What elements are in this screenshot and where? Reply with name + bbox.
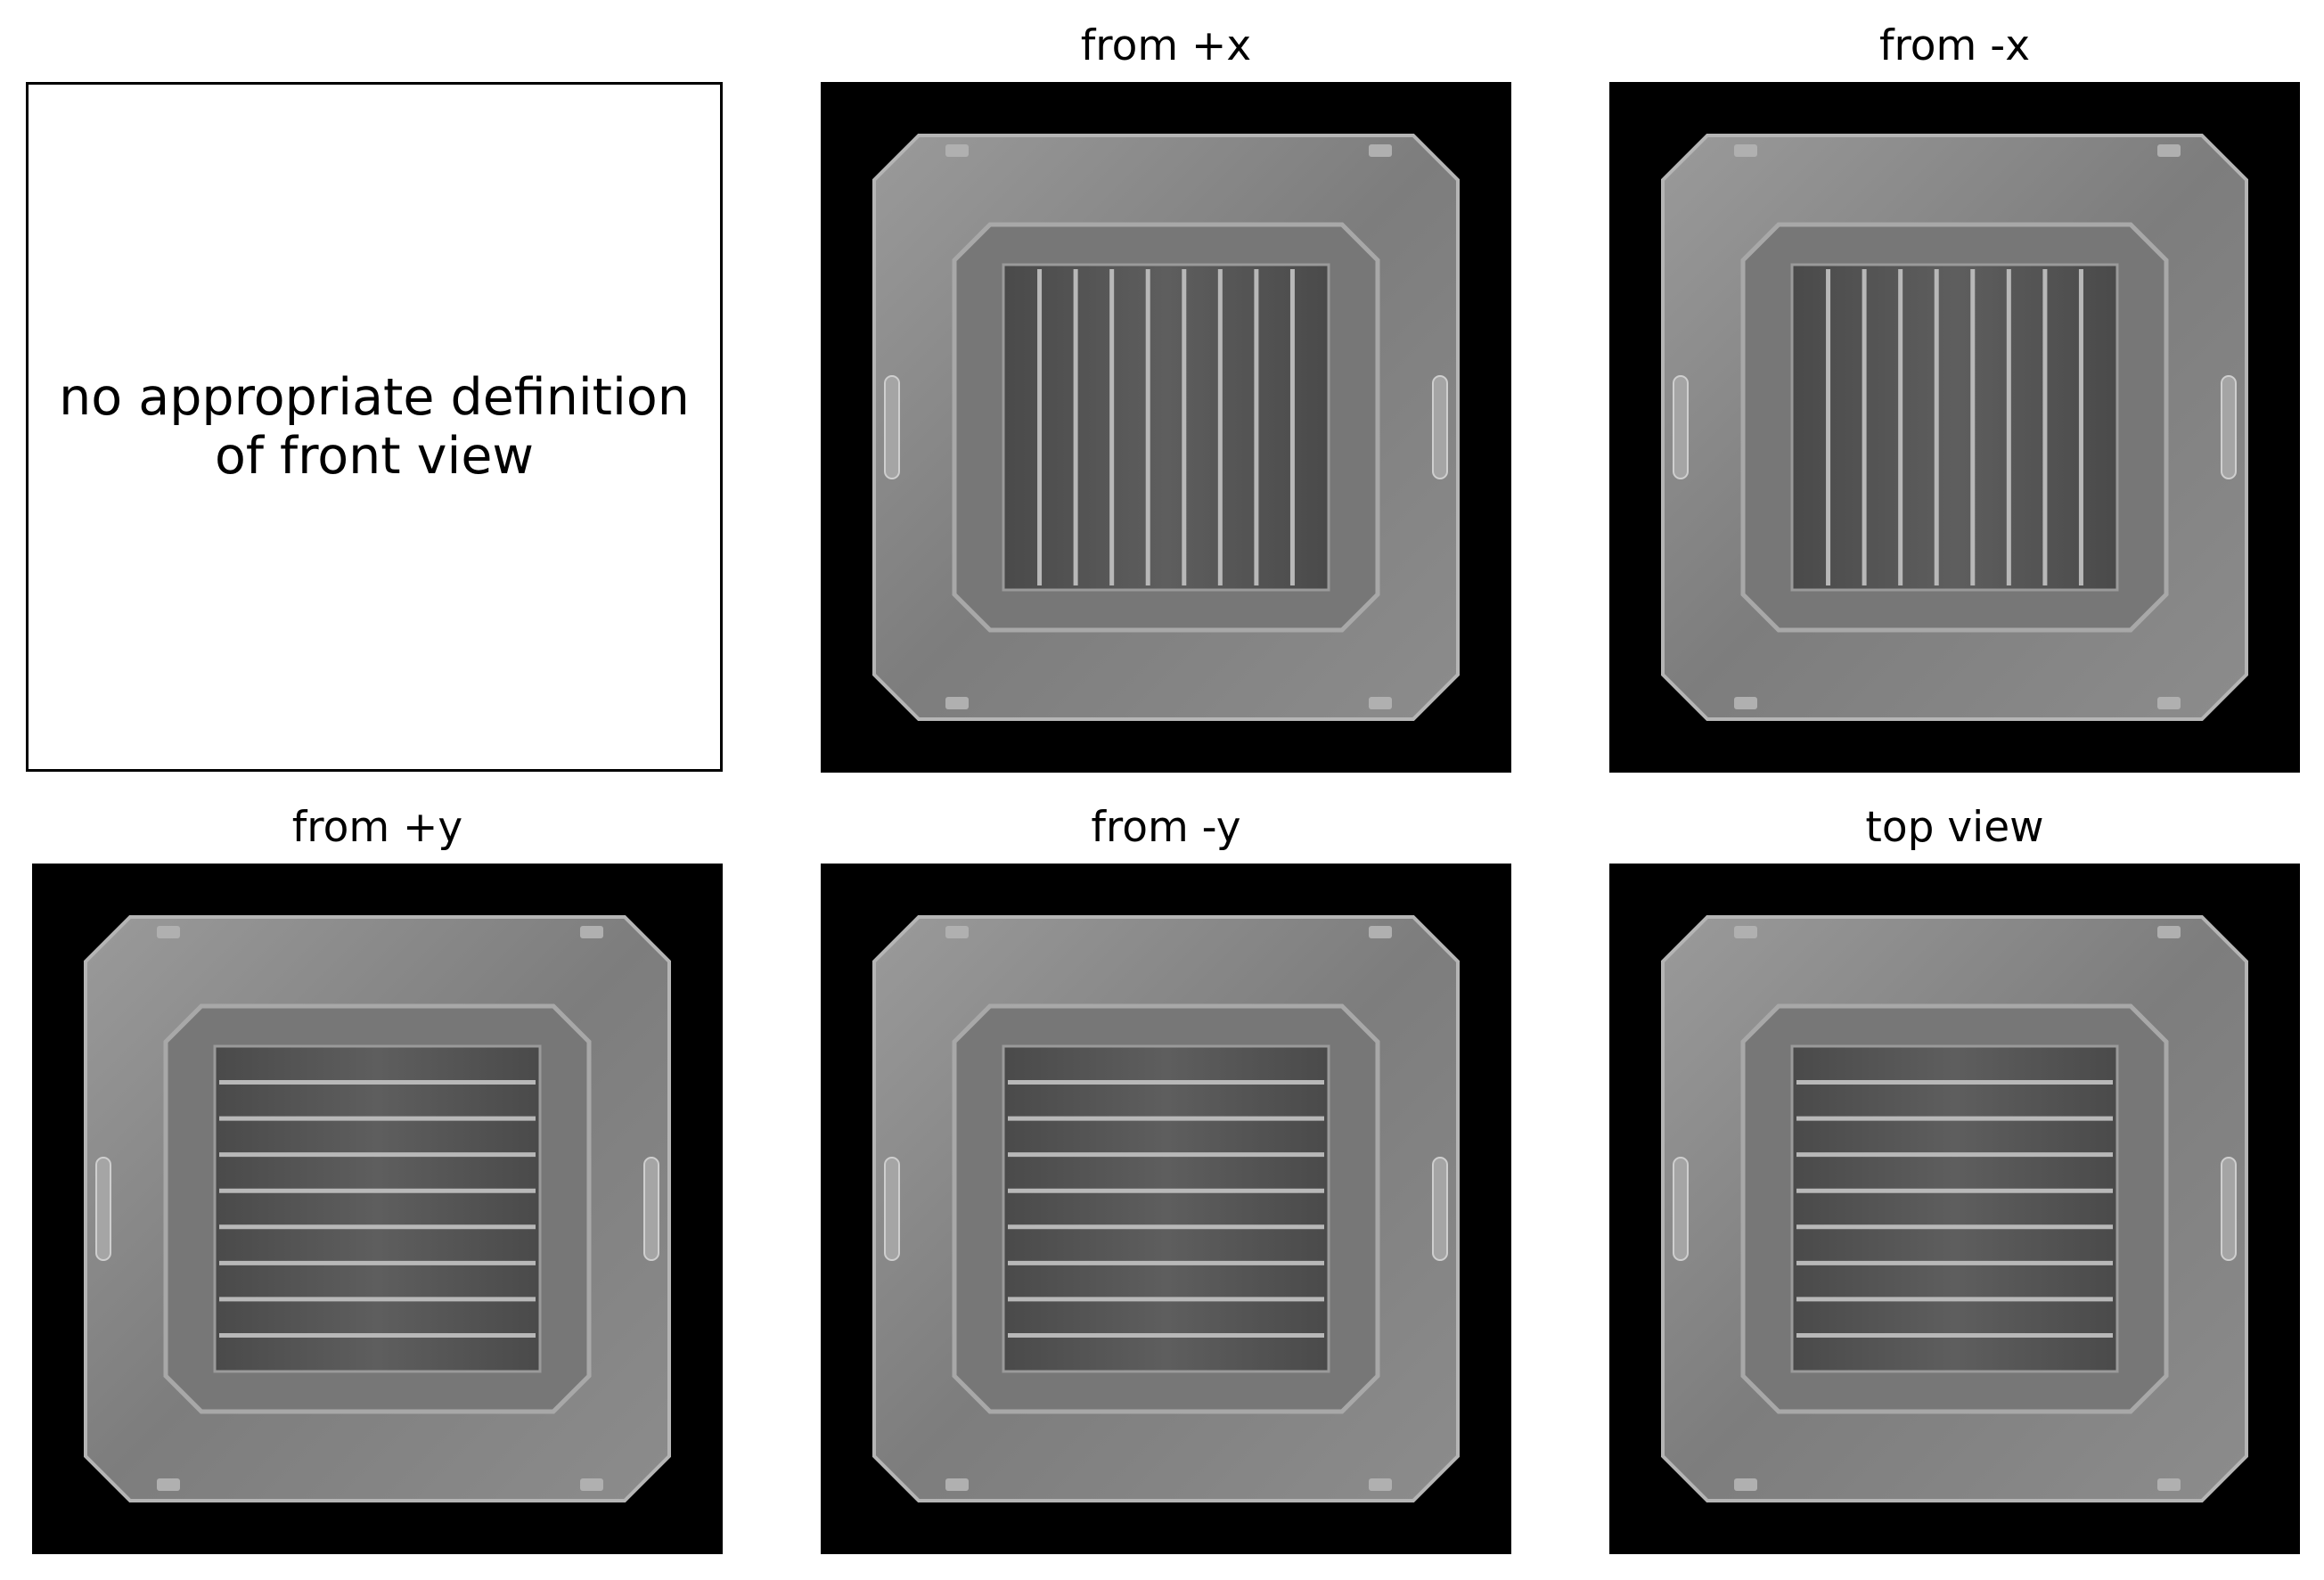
crate-handle [1673,375,1689,479]
crate-tab [580,1478,603,1491]
front-view-message-line2: of front view [214,427,535,486]
view-title-minus-y: from -y [1091,803,1241,852]
crate-handle [643,1157,659,1261]
crate-tab [1369,1478,1392,1491]
crate-tab [157,1478,180,1491]
crate-tab [2157,697,2181,709]
view-title-top: top view [1865,803,2044,852]
crate-tab [2157,926,2181,938]
crate-handle [2221,375,2237,479]
crate-handle [1432,375,1448,479]
crate-recess [1002,1044,1330,1373]
crate-tab [945,144,969,157]
crate-recess [1790,263,2119,592]
crate-tab [580,926,603,938]
crate-handle [884,1157,900,1261]
crate-recess [1790,1044,2119,1373]
view-title-plus-x: from +x [1080,21,1252,70]
crate-image [1661,134,2248,721]
view-title-plus-y: from +y [291,803,463,852]
front-view-placeholder: no appropriate definition of front view [26,82,723,772]
front-view-message: no appropriate definition of front view [59,368,690,486]
crate-tab [157,926,180,938]
view-panel-plus-x [821,82,1511,773]
crate-tab [1734,926,1757,938]
crate-tab [1734,144,1757,157]
crate-handle [2221,1157,2237,1261]
front-view-message-line1: no appropriate definition [59,368,690,427]
crate-image [872,915,1460,1502]
crate-handle [884,375,900,479]
crate-image [872,134,1460,721]
crate-tab [945,697,969,709]
crate-tab [1734,1478,1757,1491]
crate-tab [1734,697,1757,709]
crate-tab [945,926,969,938]
crate-tab [1369,697,1392,709]
crate-tab [945,1478,969,1491]
view-panel-top [1609,864,2300,1554]
view-panel-plus-y [32,864,723,1554]
crate-tab [1369,144,1392,157]
view-panel-minus-x [1609,82,2300,773]
crate-tab [2157,1478,2181,1491]
crate-tab [1369,926,1392,938]
crate-handle [1673,1157,1689,1261]
crate-handle [95,1157,111,1261]
crate-recess [213,1044,542,1373]
crate-tab [2157,144,2181,157]
crate-handle [1432,1157,1448,1261]
view-title-minus-x: from -x [1878,21,2031,70]
view-panel-minus-y [821,864,1511,1554]
crate-image [1661,915,2248,1502]
crate-recess [1002,263,1330,592]
crate-image [84,915,671,1502]
